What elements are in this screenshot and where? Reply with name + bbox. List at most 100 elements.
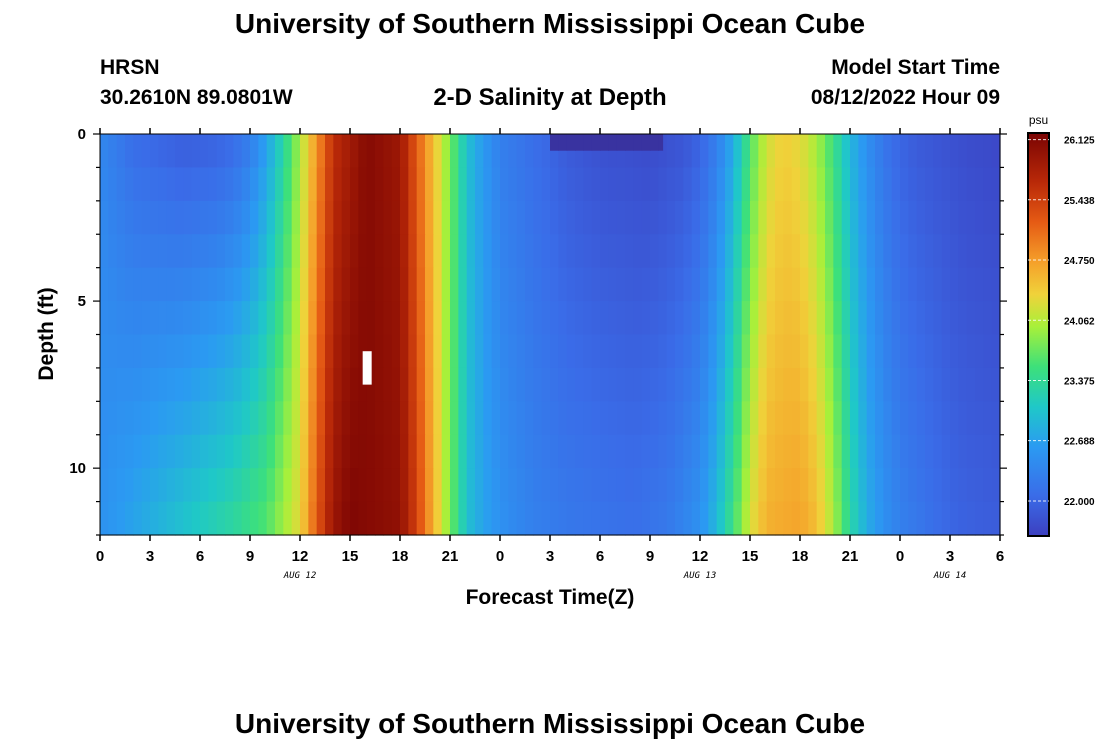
- heatmap-cell: [333, 200, 343, 235]
- heatmap-cell: [458, 200, 468, 235]
- heatmap-cell: [833, 301, 843, 336]
- heatmap-cell: [591, 134, 601, 169]
- heatmap-cell: [666, 200, 676, 235]
- heatmap-cell: [516, 200, 526, 235]
- heatmap-cell: [341, 167, 351, 202]
- heatmap-cell: [175, 234, 184, 269]
- heatmap-cell: [600, 401, 609, 436]
- heatmap-cell: [333, 134, 343, 169]
- heatmap-cell: [608, 501, 618, 536]
- heatmap-cell: [525, 234, 534, 269]
- heatmap-cell: [891, 267, 901, 302]
- heatmap-cell: [100, 401, 109, 436]
- y-tick-label: 10: [69, 460, 86, 477]
- heatmap-cell: [533, 434, 543, 469]
- heatmap-cell: [866, 501, 876, 536]
- heatmap-cell: [433, 501, 443, 536]
- heatmap-cell: [225, 367, 234, 402]
- heatmap-cell: [908, 434, 918, 469]
- heatmap-cell: [266, 434, 276, 469]
- heatmap-cell: [725, 367, 734, 402]
- heatmap-cell: [233, 200, 243, 235]
- heatmap-cell: [633, 468, 643, 503]
- heatmap-cell: [400, 501, 409, 536]
- heatmap-cell: [966, 167, 976, 202]
- heatmap-cell: [283, 134, 293, 169]
- heatmap-cell: [541, 200, 551, 235]
- heatmap-cell: [716, 267, 726, 302]
- heatmap-cell: [475, 267, 484, 302]
- heatmap-cell: [900, 200, 909, 235]
- heatmap-cell: [816, 367, 826, 402]
- heatmap-cell: [308, 200, 318, 235]
- heatmap-cell: [925, 267, 934, 302]
- x-tick-label: 21: [442, 548, 459, 565]
- heatmap-cell: [333, 501, 343, 536]
- heatmap-cell: [300, 401, 309, 436]
- heatmap-cell: [925, 434, 934, 469]
- heatmap-cell: [266, 134, 276, 169]
- heatmap-cell: [991, 401, 1001, 436]
- heatmap-cell: [225, 468, 234, 503]
- heatmap-cell: [566, 334, 576, 369]
- heatmap-cell: [266, 501, 276, 536]
- y-tick-label: 0: [78, 126, 86, 143]
- heatmap-cell: [366, 267, 376, 302]
- heatmap-cell: [258, 468, 268, 503]
- heatmap-cell: [758, 434, 768, 469]
- heatmap-cell: [216, 200, 226, 235]
- heatmap-cell: [583, 468, 593, 503]
- heatmap-cell: [108, 334, 118, 369]
- heatmap-cell: [708, 134, 718, 169]
- heatmap-cell: [225, 200, 234, 235]
- heatmap-cell: [825, 134, 834, 169]
- heatmap-cell: [566, 134, 576, 151]
- heatmap-cell: [741, 267, 751, 302]
- heatmap-cell: [316, 334, 326, 369]
- heatmap-cell: [116, 267, 126, 302]
- heatmap-cell: [600, 167, 609, 202]
- heatmap-cell: [825, 468, 834, 503]
- heatmap-cell: [466, 367, 476, 402]
- heatmap-cell: [850, 301, 859, 336]
- heatmap-cell: [300, 267, 309, 302]
- heatmap-cell: [191, 501, 201, 536]
- heatmap-cell: [941, 501, 951, 536]
- heatmap-cell: [350, 468, 359, 503]
- heatmap-cell: [325, 167, 334, 202]
- heatmap-cell: [833, 200, 843, 235]
- heatmap-cell: [350, 334, 359, 369]
- heatmap-cell: [983, 134, 993, 169]
- heatmap-cell: [266, 334, 276, 369]
- heatmap-cell: [941, 167, 951, 202]
- heatmap-cell: [791, 301, 801, 336]
- heatmap-cell: [791, 501, 801, 536]
- heatmap-cell: [733, 167, 743, 202]
- heatmap-cell: [175, 167, 184, 202]
- heatmap-cell: [925, 401, 934, 436]
- heatmap-cell: [183, 234, 193, 269]
- heatmap-cell: [933, 367, 943, 402]
- heatmap-cell: [766, 501, 776, 536]
- heatmap-cell: [266, 234, 276, 269]
- heatmap-cell: [158, 167, 168, 202]
- heatmap-cell: [516, 367, 526, 402]
- heatmap-cell: [433, 134, 443, 169]
- heatmap-cell: [375, 367, 384, 402]
- heatmap-cell: [291, 301, 301, 336]
- heatmap-cell: [633, 334, 643, 369]
- heatmap-cell: [875, 267, 884, 302]
- heatmap-cell: [158, 468, 168, 503]
- heatmap-cell: [525, 167, 534, 202]
- heatmap-cell: [583, 267, 593, 302]
- heatmap-cell: [183, 200, 193, 235]
- heatmap-cell: [250, 501, 259, 536]
- heatmap-cell: [608, 267, 618, 302]
- heatmap-cell: [991, 200, 1001, 235]
- heatmap-cell: [108, 367, 118, 402]
- y-tick-label: 5: [78, 293, 86, 310]
- heatmap-cell: [358, 367, 368, 402]
- heatmap-cell: [675, 301, 684, 336]
- heatmap-cell: [658, 301, 668, 336]
- heatmap-cell: [616, 301, 626, 336]
